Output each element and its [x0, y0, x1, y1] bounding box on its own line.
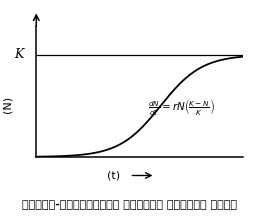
Text: चित्र-लॉजिस्टिक समष्टि वृद्धि वक्र: चित्र-लॉजिस्टिक समष्टि वृद्धि वक्र — [22, 200, 237, 210]
Text: (N): (N) — [2, 96, 12, 113]
Text: K: K — [15, 48, 24, 61]
Text: $\frac{dN}{dt} = rN\left(\frac{K-N}{K}\right)$: $\frac{dN}{dt} = rN\left(\frac{K-N}{K}\r… — [148, 97, 215, 117]
Text: (t): (t) — [107, 170, 120, 181]
